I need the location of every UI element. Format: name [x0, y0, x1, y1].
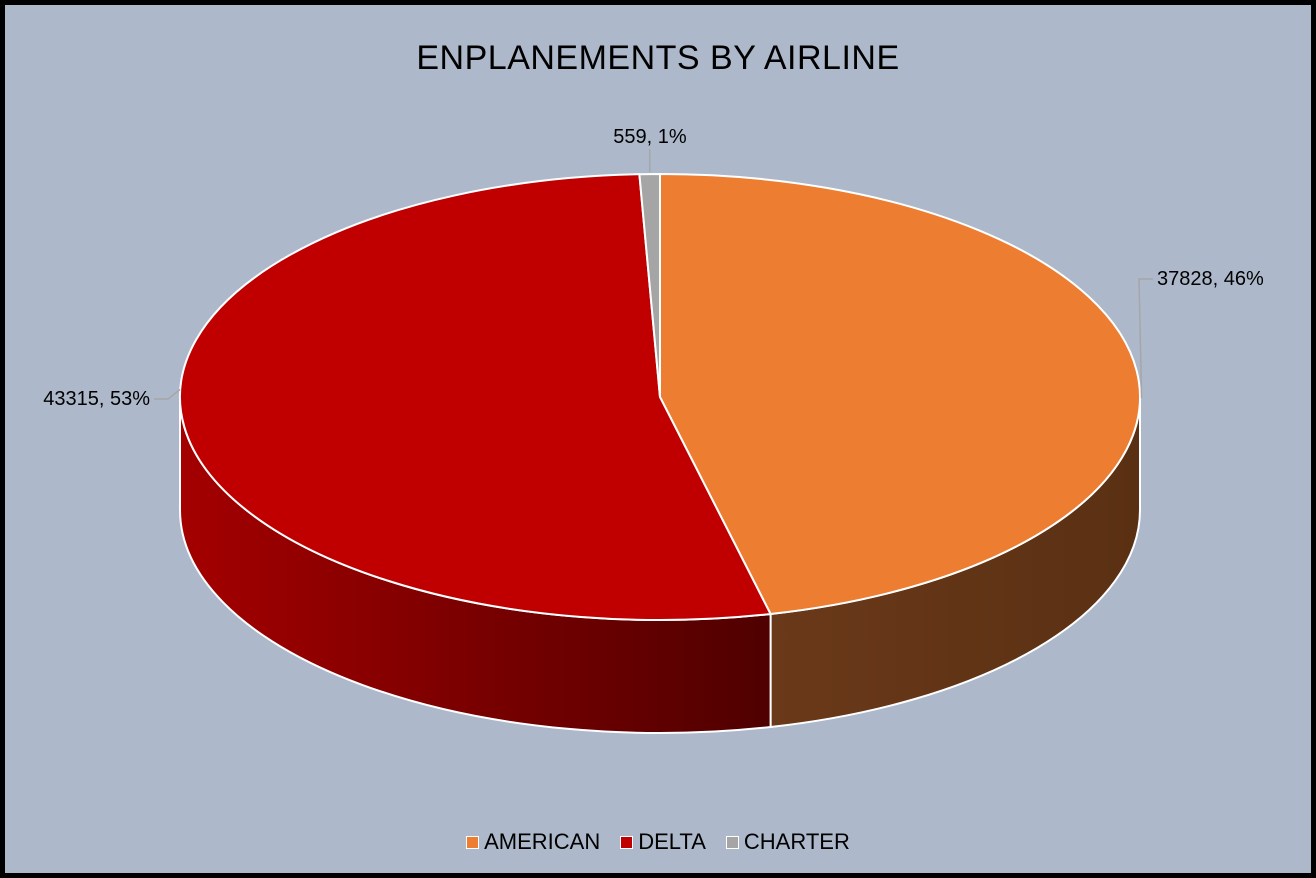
legend-label-delta: DELTA: [638, 829, 706, 854]
legend-item-american[interactable]: AMERICAN: [466, 829, 600, 855]
leader-line-american: [1138, 278, 1153, 399]
pie-chart: 37828, 46% 43315, 53% 559, 1%: [43, 126, 1264, 734]
pie-tops: [179, 173, 1141, 621]
data-label-american: 37828, 46%: [1157, 268, 1264, 290]
pie-slice-charter[interactable]: [638, 173, 661, 398]
legend-swatch-charter: [725, 835, 739, 849]
pie-labels: 37828, 46% 43315, 53% 559, 1%: [43, 126, 1264, 410]
legend: AMERICAN DELTA CHARTER: [5, 829, 1311, 855]
legend-swatch-delta: [620, 835, 634, 849]
legend-item-charter[interactable]: CHARTER: [725, 829, 850, 855]
data-label-charter: 559, 1%: [613, 126, 687, 148]
leader-line-delta: [154, 388, 181, 400]
pie-slice-delta[interactable]: [179, 173, 772, 621]
legend-label-charter: CHARTER: [743, 829, 850, 854]
legend-label-american: AMERICAN: [484, 829, 601, 854]
data-label-delta: 43315, 53%: [43, 388, 150, 410]
chart-title: ENPLANEMENTS BY AIRLINE: [416, 39, 900, 77]
legend-swatch-american: [466, 835, 480, 849]
pie-leaders: [154, 149, 1153, 400]
legend-item-delta[interactable]: DELTA: [620, 829, 706, 855]
pie-slice-american[interactable]: [659, 173, 1141, 616]
